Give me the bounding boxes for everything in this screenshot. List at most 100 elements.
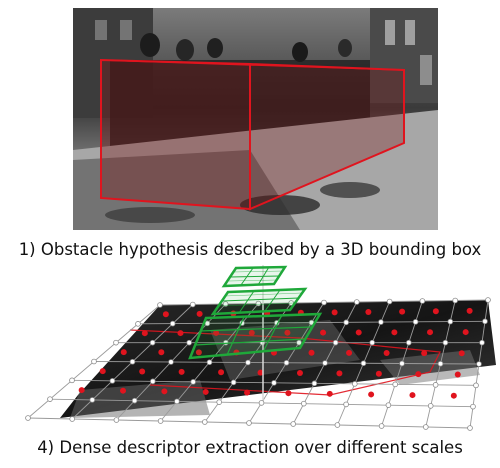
grid-node [333, 340, 338, 345]
descriptor-point [320, 330, 326, 336]
grid-node [379, 320, 384, 325]
descriptor-point [142, 330, 148, 336]
descriptor-point [455, 371, 461, 377]
descriptor-point [365, 309, 371, 315]
descriptor-point [467, 308, 473, 314]
grid-node [191, 379, 196, 384]
grid-node [284, 360, 289, 365]
grid-node [322, 300, 327, 305]
descriptor-point [384, 350, 390, 356]
descriptor-point [346, 350, 352, 356]
grid-node [301, 401, 306, 406]
bbox-front-face [101, 60, 250, 209]
descriptor-point [218, 369, 224, 375]
descriptor-point [327, 391, 333, 397]
descriptor-point [451, 393, 457, 399]
descriptor-point [161, 388, 167, 394]
grid-node [150, 379, 155, 384]
descriptor-point [139, 368, 145, 374]
grid-node [379, 424, 384, 429]
grid-node [202, 420, 207, 425]
grid-node [486, 298, 491, 303]
grid-node [132, 398, 137, 403]
grid-node [443, 340, 448, 345]
caption-dense-descriptor: 4) Dense descriptor extraction over diff… [0, 438, 500, 457]
grid-node [70, 378, 75, 383]
grid-node [352, 381, 357, 386]
grid-node [393, 382, 398, 387]
grid-node [323, 361, 328, 366]
descriptor-point [179, 369, 185, 375]
scale-plane-small [224, 267, 285, 286]
grid-node [158, 419, 163, 424]
descriptor-point [197, 311, 203, 317]
grid-node [259, 401, 264, 406]
grid-node [110, 378, 115, 383]
grid-node [370, 340, 375, 345]
grid-node [448, 319, 453, 324]
descriptor-point [376, 371, 382, 377]
grid-node [354, 300, 359, 305]
grid-node [471, 404, 476, 409]
descriptor-point [163, 311, 169, 317]
grid-node [70, 417, 75, 422]
grid-node [413, 319, 418, 324]
descriptor-point [79, 387, 85, 393]
grid-node [150, 340, 155, 345]
grid-node [114, 418, 119, 423]
descriptor-point [415, 371, 421, 377]
grid-node [423, 425, 428, 430]
grid-node [246, 360, 251, 365]
descriptor-point [336, 370, 342, 376]
descriptor-point [433, 308, 439, 314]
grid-node [400, 361, 405, 366]
caption-bounding-box: 1) Obstacle hypothesis described by a 3D… [0, 240, 500, 259]
grid-node [158, 303, 163, 308]
grid-node [190, 302, 195, 307]
grid-node [433, 382, 438, 387]
grid-node [187, 340, 192, 345]
grid-node [272, 380, 277, 385]
grid-node [474, 383, 479, 388]
descriptor-point [285, 390, 291, 396]
grid-node [169, 360, 174, 365]
grid-node [361, 361, 366, 366]
descriptor-point [421, 350, 427, 356]
descriptor-grid-scene [26, 265, 496, 430]
grid-node [406, 340, 411, 345]
grid-node [483, 319, 488, 324]
descriptor-point [332, 309, 338, 315]
descriptor-point [297, 370, 303, 376]
grid-node [480, 340, 485, 345]
grid-node [335, 423, 340, 428]
grid-node [207, 360, 212, 365]
grid-node [130, 359, 135, 364]
grid-node [217, 400, 222, 405]
descriptor-point [409, 392, 415, 398]
grid-node [428, 404, 433, 409]
descriptor-point [158, 349, 164, 355]
scale-plane-medium [213, 289, 305, 314]
grid-node [92, 359, 97, 364]
grid-node [438, 361, 443, 366]
grid-node [312, 381, 317, 386]
grid-node [344, 320, 349, 325]
descriptor-point [244, 390, 250, 396]
grid-node [386, 403, 391, 408]
descriptor-point [459, 350, 465, 356]
descriptor-point [100, 368, 106, 374]
descriptor-point [203, 389, 209, 395]
grid-node [170, 321, 175, 326]
grid-node [48, 397, 53, 402]
descriptor-point [121, 349, 127, 355]
grid-node [468, 426, 473, 431]
grid-node [90, 398, 95, 403]
grid-node [344, 402, 349, 407]
grid-node [247, 421, 252, 426]
grid-node [420, 299, 425, 304]
grid-node [231, 380, 236, 385]
grid-node [175, 399, 180, 404]
descriptor-point [399, 309, 405, 315]
descriptor-point [391, 329, 397, 335]
